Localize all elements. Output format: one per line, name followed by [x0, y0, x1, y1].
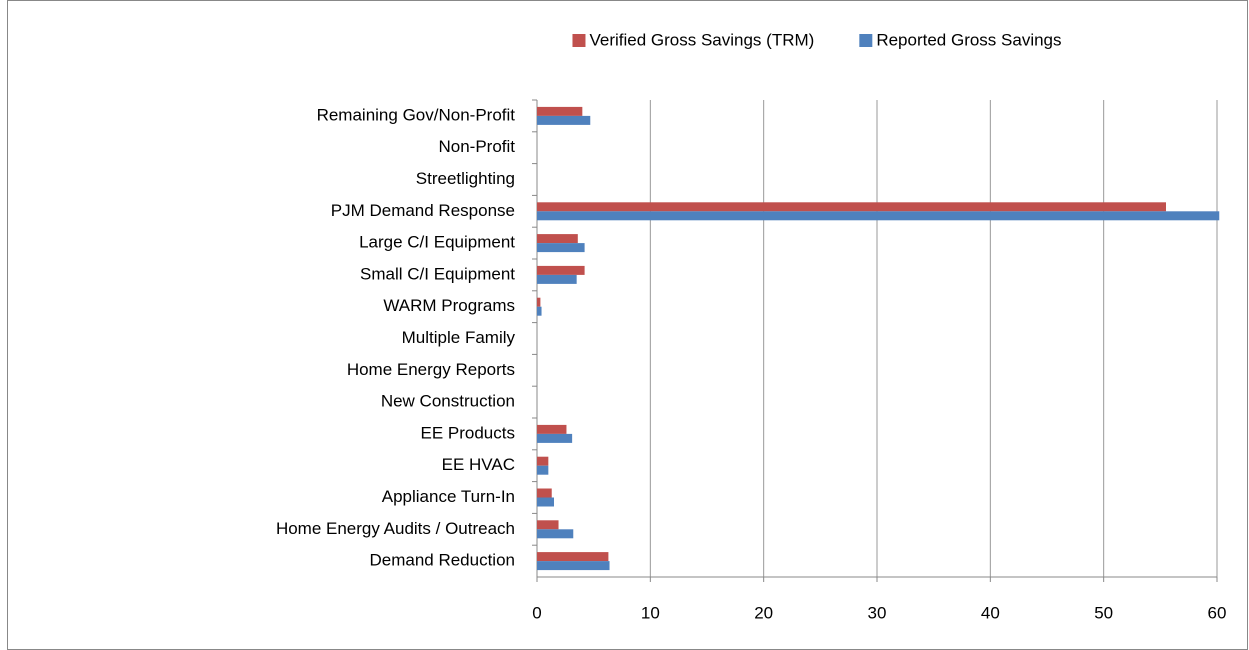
bar: [537, 465, 549, 475]
bar: [537, 265, 585, 275]
y-tick-label: New Construction: [381, 392, 515, 411]
y-tick-label: Multiple Family: [402, 328, 516, 347]
y-tick-label: Non-Profit: [438, 137, 515, 156]
legend-swatch: [572, 34, 586, 47]
y-tick-label: Home Energy Reports: [347, 360, 515, 379]
bar: [537, 202, 1166, 212]
bar: [537, 552, 609, 562]
y-tick-label: EE HVAC: [442, 455, 515, 474]
x-tick-label: 30: [868, 603, 887, 622]
bar: [537, 497, 554, 507]
y-tick-label: Small C/I Equipment: [360, 264, 515, 283]
y-tick-label: EE Products: [421, 423, 516, 442]
bar: [537, 297, 541, 307]
y-tick-label: Remaining Gov/Non-Profit: [317, 105, 516, 124]
bar: [537, 106, 583, 116]
y-tick-label: Streetlighting: [416, 169, 515, 188]
bar: [537, 234, 578, 244]
y-tick-label: Large C/I Equipment: [359, 233, 515, 252]
y-tick-label: WARM Programs: [383, 296, 515, 315]
bar: [537, 561, 610, 571]
bar: [537, 433, 573, 443]
y-tick-label: PJM Demand Response: [331, 201, 515, 220]
bar: [537, 274, 577, 284]
legend-label: Verified Gross Savings (TRM): [589, 30, 814, 49]
x-tick-label: 0: [532, 603, 541, 622]
x-tick-label: 60: [1208, 603, 1227, 622]
bar: [537, 424, 567, 434]
bar: [537, 456, 549, 466]
y-tick-label: Appliance Turn-In: [382, 487, 515, 506]
legend-label: Reported Gross Savings: [876, 30, 1061, 49]
bar: [537, 520, 559, 530]
x-tick-label: 10: [641, 603, 660, 622]
legend-swatch: [859, 34, 873, 47]
bar: [537, 211, 1220, 221]
bar: [537, 115, 591, 125]
bar: [537, 306, 542, 316]
x-tick-label: 50: [1094, 603, 1113, 622]
bar: [537, 529, 574, 539]
bar: [537, 243, 585, 253]
chart-border: [7, 0, 1248, 650]
x-tick-label: 20: [754, 603, 773, 622]
bar: [537, 488, 552, 498]
y-tick-label: Home Energy Audits / Outreach: [276, 519, 515, 538]
y-tick-label: Demand Reduction: [369, 551, 515, 570]
x-tick-label: 40: [981, 603, 1000, 622]
